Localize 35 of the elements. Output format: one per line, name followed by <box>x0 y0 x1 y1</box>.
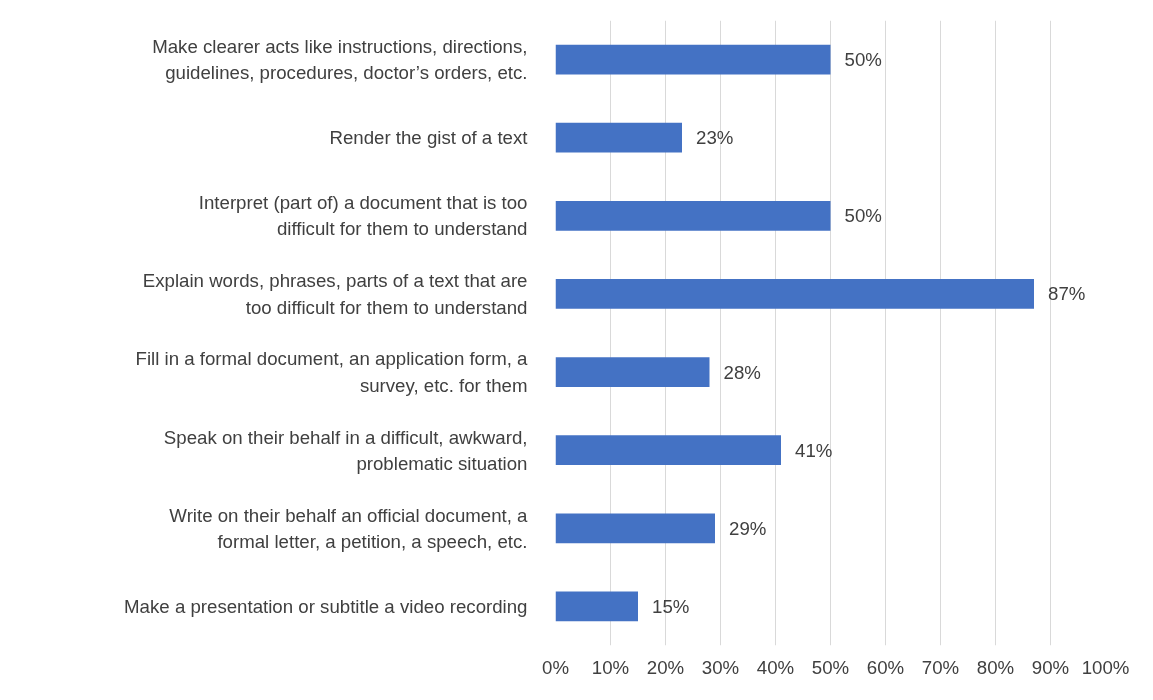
data-label: 28% <box>723 361 761 383</box>
bar <box>555 357 710 387</box>
x-tick-label: 70% <box>921 656 960 678</box>
x-tick-label: 0% <box>542 656 569 678</box>
x-tick-label: 30% <box>701 656 740 678</box>
x-tick-label: 10% <box>591 656 630 678</box>
bar <box>555 44 831 75</box>
x-tick-label: 20% <box>646 656 685 678</box>
y-tick-label: Make clearer acts like instructions, directions, guidelines, procedures, doctor’s orders, etc. <box>152 35 528 84</box>
data-label: 50% <box>844 49 882 71</box>
data-label: 87% <box>1048 283 1086 305</box>
y-tick-label: Speak on their behalf in a difficult, awkward, problematic situation <box>163 426 528 474</box>
y-tick-label: Fill in a formal document, an application form, a survey, etc. for them <box>135 348 529 396</box>
x-tick-label: 80% <box>976 656 1015 678</box>
x-tick-label: 90% <box>1031 656 1070 678</box>
data-label: 50% <box>844 205 882 227</box>
bar <box>555 279 1034 309</box>
y-tick-label: Explain words, phrases, parts of a text that are too difficult for them to understand <box>142 270 528 318</box>
bar <box>555 122 682 153</box>
x-tick-label: 40% <box>756 656 795 678</box>
bar <box>555 435 781 466</box>
x-tick-label: 60% <box>866 656 905 678</box>
x-tick-label: 50% <box>811 656 850 678</box>
bar <box>555 513 715 544</box>
data-label: 23% <box>696 127 734 149</box>
x-tick-label: 100% <box>1081 656 1130 678</box>
y-tick-label: Interpret (part of) a document that is too difficult for them to understand <box>198 192 528 240</box>
y-tick-label: Make a presentation or subtitle a video recording <box>124 595 528 617</box>
data-label: 29% <box>729 517 767 539</box>
y-tick-label: Write on their behalf an official document, a formal letter, a petition, a speech, etc. <box>169 504 529 552</box>
data-label: 15% <box>652 595 690 617</box>
bar <box>555 591 638 622</box>
data-label: 41% <box>795 439 833 461</box>
y-tick-label: Render the gist of a text <box>329 127 529 149</box>
bar <box>555 200 831 231</box>
